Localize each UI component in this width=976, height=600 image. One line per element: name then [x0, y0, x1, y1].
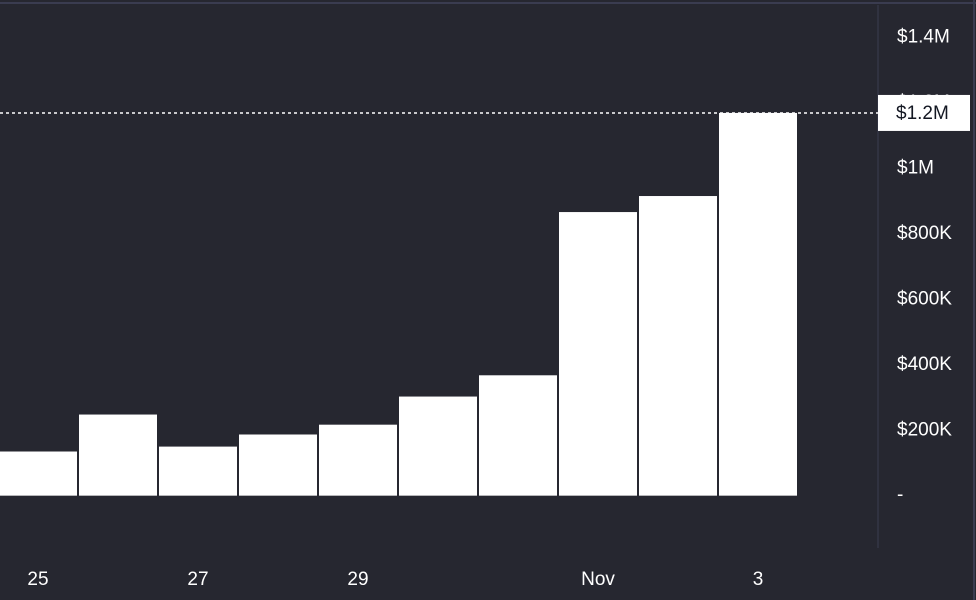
price-label-box — [878, 94, 970, 131]
y-tick-label: - — [897, 485, 903, 506]
x-tick-label: 27 — [187, 569, 208, 590]
bar — [719, 112, 797, 496]
bar — [0, 451, 77, 496]
y-tick-label: $200K — [897, 419, 952, 440]
y-tick-label: $1.4M — [897, 27, 950, 48]
price-label: $1.2M — [896, 103, 949, 124]
y-tick-label: $600K — [897, 288, 952, 309]
bar — [399, 396, 477, 496]
bar — [479, 375, 557, 496]
x-tick-label: 25 — [27, 569, 48, 590]
x-tick-label: Nov — [581, 569, 615, 590]
y-tick-label: $800K — [897, 223, 952, 244]
bar — [79, 414, 157, 496]
x-tick-label: 29 — [347, 569, 368, 590]
y-tick-label: $400K — [897, 354, 952, 375]
bar — [239, 434, 317, 496]
bar — [319, 424, 397, 496]
bar — [639, 196, 717, 496]
y-tick-label: $1M — [897, 158, 934, 179]
bar — [559, 212, 637, 496]
x-tick-label: 3 — [753, 569, 764, 590]
bar — [159, 446, 237, 496]
